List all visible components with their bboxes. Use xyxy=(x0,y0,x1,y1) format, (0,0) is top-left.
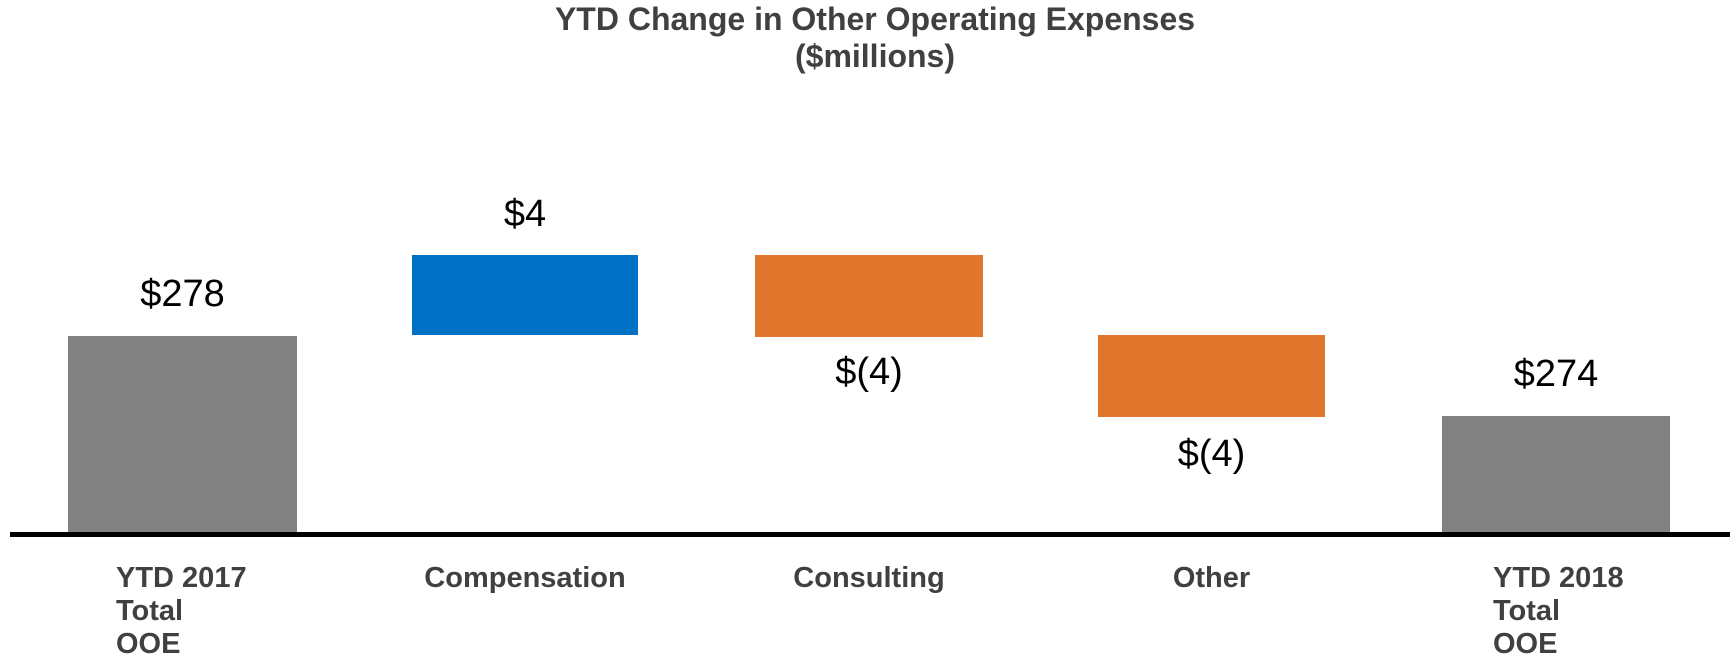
value-label-ytd-2018-total: $274 xyxy=(1513,353,1599,395)
value-label-other: $(4) xyxy=(1177,433,1246,475)
x-axis-label-line: Total xyxy=(1493,595,1561,627)
bar-consulting xyxy=(755,255,983,337)
x-axis-label-line: OOE xyxy=(116,628,181,660)
bar-ytd-2018-total xyxy=(1442,416,1670,532)
x-axis-label-other: Other xyxy=(1172,562,1251,594)
x-axis-label-line: YTD 2018 xyxy=(1493,562,1624,594)
chart-title-block: YTD Change in Other Operating Expenses (… xyxy=(8,1,1734,75)
bar-compensation xyxy=(412,255,638,335)
chart-title: YTD Change in Other Operating Expenses xyxy=(554,1,1196,37)
value-label-compensation: $4 xyxy=(503,193,547,235)
x-axis-label-line: OOE xyxy=(1493,628,1558,660)
chart-subtitle: ($millions) xyxy=(794,38,955,74)
x-axis-label-line: Total xyxy=(116,595,184,627)
x-axis-label-ytd-2018-total: YTD 2018 Total OOE xyxy=(1493,562,1624,661)
x-axis-label-compensation: Compensation xyxy=(424,562,626,594)
value-label-ytd-2017-total: $278 xyxy=(140,273,225,315)
x-axis-label-line: YTD 2017 xyxy=(116,562,247,594)
value-label-consulting: $(4) xyxy=(835,351,903,393)
x-axis-label-consulting: Consulting xyxy=(793,562,945,594)
x-axis-line xyxy=(10,532,1730,537)
x-axis-label-ytd-2017-total: YTD 2017 Total OOE xyxy=(116,562,247,661)
bar-other xyxy=(1098,335,1325,417)
bar-ytd-2017-total xyxy=(68,336,297,532)
